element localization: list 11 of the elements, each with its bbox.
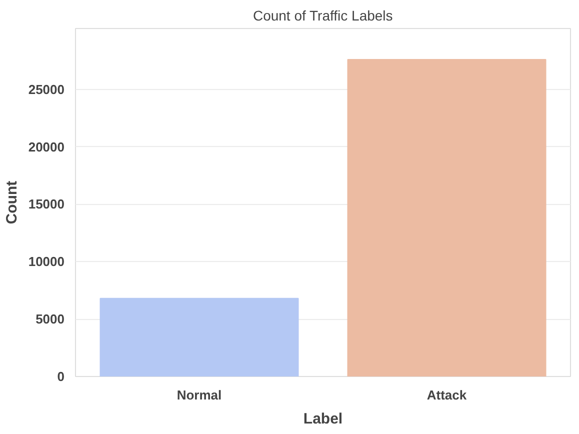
x-tick-label: Attack xyxy=(426,388,468,402)
chart-title: Count of Traffic Labels xyxy=(252,8,393,24)
x-axis-title: Label xyxy=(303,410,343,428)
y-tick-label: 0 xyxy=(57,369,65,384)
y-tick-label: 25000 xyxy=(28,82,65,97)
y-tick-label: 5000 xyxy=(36,312,64,327)
y-tick-label: 10000 xyxy=(28,254,65,270)
y-tick-label: 15000 xyxy=(28,196,65,212)
y-axis-title: Count xyxy=(3,180,20,224)
y-tick-label: 20000 xyxy=(28,139,65,154)
x-tick-label: Normal xyxy=(176,388,222,402)
